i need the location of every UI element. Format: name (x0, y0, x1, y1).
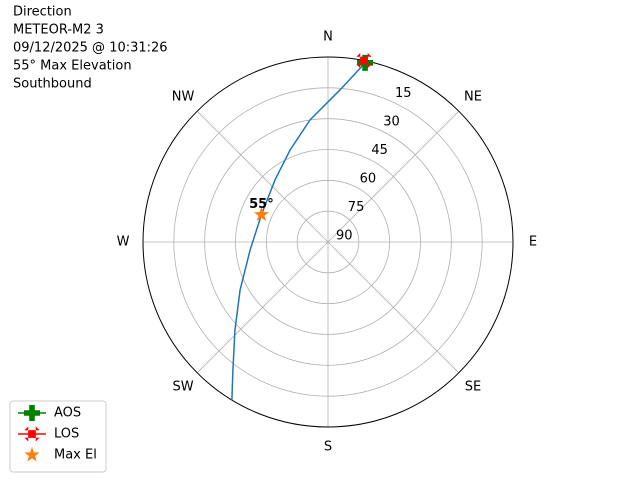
theta-tick-label: N (323, 30, 333, 45)
legend-label: AOS (54, 406, 81, 421)
legend-marker (24, 426, 40, 442)
star-marker (253, 206, 270, 222)
ring-grid-line (173, 87, 483, 397)
r-tick-label: 90 (336, 229, 353, 244)
r-tick-label: 15 (395, 86, 412, 101)
annotation: Direction (13, 5, 72, 20)
legend-marker (24, 447, 40, 462)
ring-grid-line (235, 149, 421, 335)
legend-marker (24, 405, 40, 421)
r-tick-label: 30 (383, 115, 400, 130)
theta-tick-label: W (117, 235, 130, 250)
value-label: 55° (249, 197, 274, 212)
theta-tick-label: E (529, 235, 537, 250)
legend-label: Max El (54, 448, 97, 463)
legend: AOS LOS Max El (9, 400, 107, 473)
annotation: 55° Max Elevation (13, 59, 132, 74)
legend-label: LOS (54, 427, 79, 442)
r-tick-label: 60 (360, 172, 377, 187)
x-marker (356, 52, 372, 69)
annotation: 09/12/2025 @ 10:31:26 (13, 41, 168, 56)
r-tick-label: 45 (371, 143, 388, 158)
annotation: Southbound (13, 77, 92, 92)
ring-grid-line (296, 210, 360, 274)
theta-tick-label: NE (464, 90, 482, 105)
theta-tick-label: SW (172, 379, 193, 394)
theta-tick-label: SE (465, 379, 481, 394)
ring-grid-line (265, 179, 391, 305)
theta-tick-label: S (324, 440, 332, 455)
annotation: METEOR-M2 3 (13, 23, 104, 38)
outer-frame (142, 56, 514, 428)
theta-tick-label: NW (172, 90, 195, 105)
ring-grid-line (204, 118, 452, 366)
r-tick-label: 75 (348, 200, 365, 215)
